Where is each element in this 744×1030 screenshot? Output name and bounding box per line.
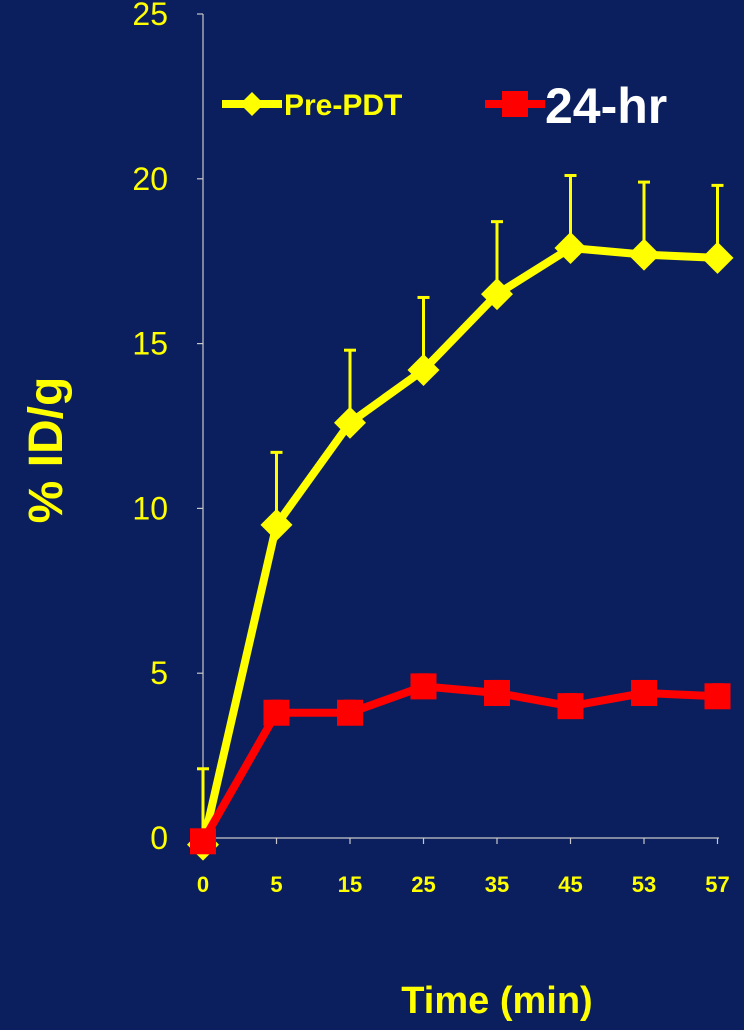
series-markers: [187, 232, 734, 861]
data-point-24-hr: [337, 699, 363, 726]
data-point-24-hr: [263, 699, 290, 726]
legend-label-24-hr: 24-hr: [545, 78, 667, 134]
data-point-24-hr: [190, 828, 216, 855]
y-tick-label: 20: [132, 161, 168, 197]
y-tick-label: 10: [132, 490, 168, 526]
y-tick-label: 15: [132, 326, 168, 362]
x-tick-label: 0: [197, 872, 209, 897]
x-tick-label: 5: [270, 872, 282, 897]
series-line-pre-pdt: [199, 244, 718, 846]
data-point-24-hr: [484, 679, 510, 706]
data-point-pre-pdt: [481, 278, 513, 311]
legend-label-pre-pdt: Pre-PDT: [284, 89, 402, 122]
legend-entry-24-hr: 24-hr: [485, 78, 667, 134]
x-tick-label: 35: [485, 872, 509, 897]
data-point-pre-pdt: [260, 508, 293, 541]
data-point-pre-pdt: [554, 232, 587, 265]
data-point-pre-pdt: [334, 406, 366, 439]
data-point-pre-pdt: [701, 241, 734, 274]
x-tick-label: 15: [338, 872, 362, 897]
data-point-pre-pdt: [407, 353, 440, 386]
legend-marker-pre-pdt: [240, 92, 264, 116]
y-tick-label: 25: [132, 0, 168, 32]
data-point-24-hr: [410, 673, 437, 700]
data-point-24-hr: [557, 693, 584, 720]
x-tick-label: 57: [705, 872, 729, 897]
data-point-pre-pdt: [628, 238, 660, 271]
y-tick-label: 5: [150, 655, 168, 691]
legend-entry-pre-pdt: Pre-PDT: [222, 89, 402, 122]
legend: Pre-PDT 24-hr: [222, 78, 667, 134]
x-tick-label: 45: [558, 872, 582, 897]
x-axis-label: Time (min): [401, 980, 592, 1022]
x-tick-labels: 0 5 15 25 35 45 53 57: [197, 872, 730, 897]
y-axis-label: % ID/g: [20, 377, 73, 524]
data-point-24-hr: [631, 679, 657, 706]
x-tick-label: 25: [411, 872, 435, 897]
y-tick-label: 0: [150, 820, 168, 856]
series-lines: [199, 244, 718, 846]
x-tick-label: 53: [632, 872, 656, 897]
data-point-24-hr: [704, 683, 731, 710]
legend-marker-24-hr: [502, 91, 528, 117]
axes: [197, 13, 719, 844]
y-tick-labels: 0 5 10 15 20 25: [132, 0, 168, 856]
